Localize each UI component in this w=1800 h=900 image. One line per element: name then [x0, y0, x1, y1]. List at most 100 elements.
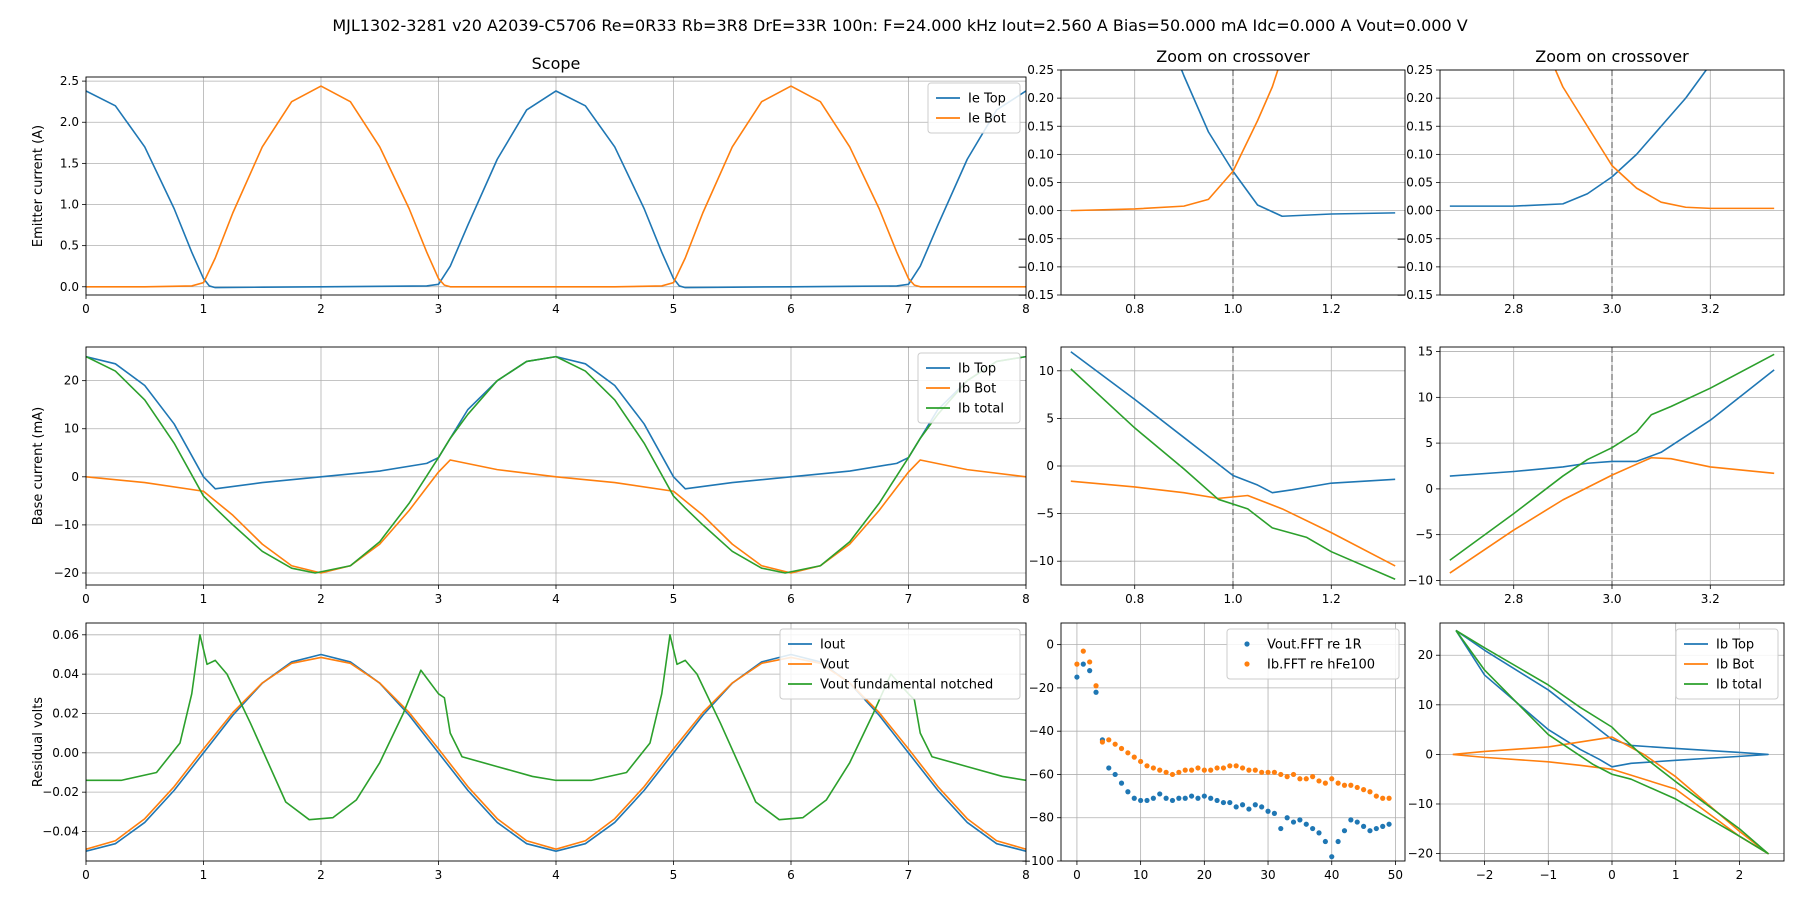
x-tick-label: 2 [317, 868, 325, 882]
data-point [1208, 795, 1214, 801]
data-point [1360, 823, 1367, 829]
data-point [1176, 769, 1182, 775]
series-line-1 [1070, 70, 1279, 212]
x-tick-label: 0.8 [1125, 302, 1144, 316]
data-point [1208, 767, 1214, 773]
data-point [1144, 797, 1150, 804]
y-axis-label: Base current (mA) [31, 407, 46, 526]
y-tick-label: 15 [1418, 345, 1433, 359]
data-point [1074, 661, 1080, 667]
data-point [1246, 806, 1252, 812]
data-point [1239, 802, 1246, 808]
y-tick-label: 1.0 [60, 198, 79, 212]
legend-marker [1244, 641, 1250, 647]
x-tick-label: 2.8 [1504, 302, 1523, 316]
series-group [1449, 353, 1775, 574]
x-tick-label: 10 [1133, 868, 1148, 882]
data-point [1335, 780, 1341, 786]
data-point [1195, 795, 1201, 801]
data-point [1386, 795, 1392, 801]
legend-label: Ie Bot [968, 112, 1006, 127]
y-tick-label: −5 [1036, 507, 1054, 521]
data-point [1163, 795, 1169, 801]
x-tick-label: 0 [82, 592, 90, 606]
data-point [1118, 780, 1125, 786]
data-point [1386, 821, 1392, 827]
legend-label: Vout [820, 658, 849, 673]
y-tick-label: 0.05 [1406, 176, 1433, 190]
data-point [1354, 819, 1360, 825]
x-tick-label: 0 [82, 868, 90, 882]
axes-title: Zoom on crossover [1156, 47, 1310, 66]
y-tick-label: −20 [1029, 681, 1054, 695]
x-tick-label: 2 [317, 592, 325, 606]
data-point [1201, 793, 1207, 799]
data-point [1169, 771, 1176, 778]
x-tick-label: 0.8 [1125, 592, 1144, 606]
data-point [1163, 769, 1169, 775]
x-tick-label: −1 [1539, 868, 1557, 882]
y-tick-label: −20 [54, 566, 79, 580]
data-point [1310, 774, 1316, 780]
x-tick-label: 1.0 [1223, 302, 1242, 316]
data-point [1271, 810, 1278, 817]
x-tick-label: 4 [552, 868, 560, 882]
series-line-0 [86, 653, 1026, 852]
series-line-0 [1455, 629, 1769, 768]
legend-marker [1244, 661, 1250, 667]
data-point [1329, 776, 1335, 782]
series-line-1 [86, 656, 1026, 850]
y-tick-label: −10 [1408, 797, 1433, 811]
data-point [1265, 769, 1271, 775]
x-tick-label: 5 [670, 868, 678, 882]
data-point [1125, 750, 1131, 756]
series-group [1070, 70, 1396, 218]
y-axis-label: Residual volts [31, 697, 46, 787]
data-point [1138, 797, 1144, 804]
data-point [1246, 767, 1252, 773]
data-point [1341, 782, 1348, 788]
y-tick-label: 2.5 [60, 74, 79, 88]
x-tick-label: 8 [1022, 302, 1030, 316]
series-line-2 [1449, 353, 1775, 561]
y-tick-label: 0.04 [52, 667, 79, 681]
y-tick-label: 10 [1418, 390, 1433, 404]
data-point [1284, 815, 1290, 821]
data-point [1354, 784, 1360, 791]
series-line-1 [1449, 456, 1775, 574]
y-tick-label: −10 [54, 518, 79, 532]
x-tick-label: 1.0 [1223, 592, 1242, 606]
x-tick-label: 1 [1672, 868, 1680, 882]
series-line-0 [86, 90, 1026, 289]
data-point [1220, 765, 1227, 771]
y-tick-label: 0 [1046, 638, 1054, 652]
legend: Iout Vout Vout fundamental notched [779, 628, 1021, 700]
series-group [1452, 629, 1769, 855]
data-point [1360, 787, 1367, 793]
y-tick-label: −10 [1029, 554, 1054, 568]
series-line-2 [1070, 368, 1396, 581]
data-point [1112, 771, 1118, 778]
y-tick-label: −10 [1408, 573, 1433, 587]
y-tick-label: 0.0 [60, 280, 79, 294]
series-group [86, 85, 1026, 289]
x-tick-label: 5 [670, 302, 678, 316]
data-point [1290, 771, 1297, 778]
legend-label: Ib.FFT re hFe100 [1267, 658, 1375, 673]
data-point [1259, 769, 1265, 775]
chart-emitter_scope: 0 1 2 3 4 5 6 7 8 0.0 0.5 1.0 1.5 2.0 2.5 Scope Emitter … [31, 54, 1030, 316]
legend: Ib Top Ib Bot Ib total [917, 352, 1021, 424]
y-tick-label: −0.05 [1017, 232, 1054, 246]
data-point [1106, 737, 1112, 743]
x-tick-label: 5 [670, 592, 678, 606]
axes-frame [1060, 622, 1406, 862]
legend-label: Ib total [1716, 678, 1762, 693]
data-point [1316, 830, 1322, 836]
data-point [1322, 838, 1328, 845]
x-tick-label: 40 [1324, 868, 1339, 882]
y-tick-label: −80 [1029, 811, 1054, 825]
series-line-0 [1070, 351, 1396, 494]
legend-box [917, 352, 1021, 424]
y-tick-label: 0.15 [1406, 119, 1433, 133]
x-tick-label: 3.2 [1701, 302, 1720, 316]
